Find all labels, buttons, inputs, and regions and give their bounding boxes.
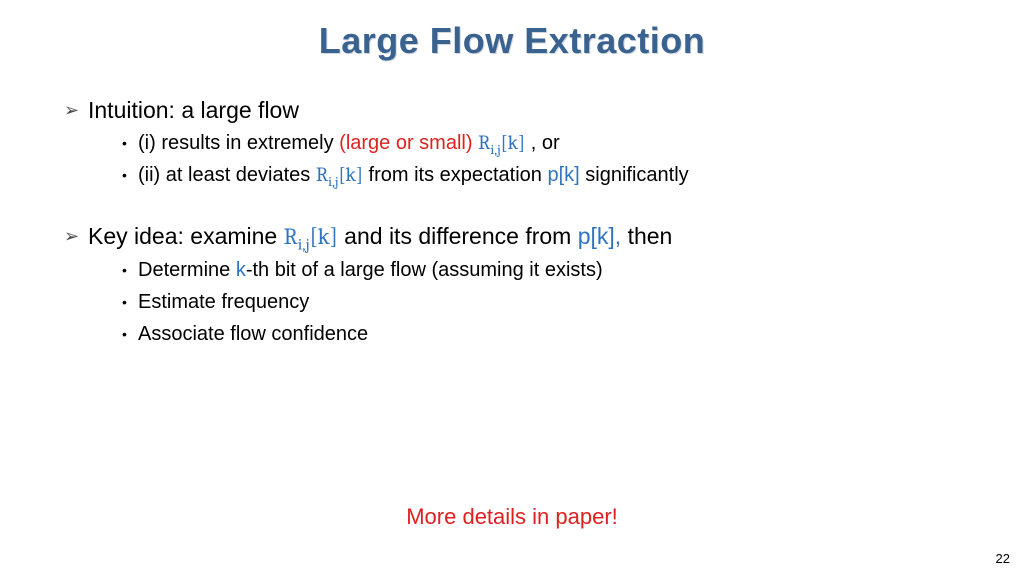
text-fragment: from its expectation bbox=[363, 164, 548, 186]
text-fragment: (i) results in extremely bbox=[138, 132, 339, 154]
math-symbol: R bbox=[478, 131, 490, 154]
text-fragment: and its difference from bbox=[338, 223, 578, 249]
bullet-intuition: ➢ Intuition: a large flow bbox=[64, 96, 960, 124]
math-bracket: [k] bbox=[501, 131, 526, 154]
bullet-dot-icon: • bbox=[122, 162, 138, 188]
text-fragment: (ii) at least deviates bbox=[138, 164, 316, 186]
sub-list-key-idea: • Determine k-th bit of a large flow (as… bbox=[122, 257, 960, 347]
footer-note-text: More details in paper! bbox=[406, 504, 618, 529]
text-emphasis-red: (large or small) bbox=[339, 132, 472, 154]
text-fragment: , or bbox=[525, 132, 559, 154]
math-subscript: i,j bbox=[328, 173, 338, 190]
sub-bullet-i: • (i) results in extremely (large or sma… bbox=[122, 130, 960, 156]
sub-bullet-associate: • Associate flow confidence bbox=[122, 321, 960, 347]
text-fragment: Key idea: examine bbox=[88, 223, 284, 249]
chevron-icon: ➢ bbox=[64, 96, 84, 124]
sub-text: Determine k-th bit of a large flow (assu… bbox=[138, 257, 603, 283]
slide-body: ➢ Intuition: a large flow • (i) results … bbox=[0, 62, 1024, 347]
sub-bullet-determine: • Determine k-th bit of a large flow (as… bbox=[122, 257, 960, 283]
slide-title: Large Flow Extraction bbox=[0, 0, 1024, 62]
chevron-icon: ➢ bbox=[64, 222, 84, 250]
math-symbol: R bbox=[316, 163, 328, 186]
sub-text: (i) results in extremely (large or small… bbox=[138, 130, 560, 156]
bullet-dot-icon: • bbox=[122, 257, 138, 283]
math-rij: Ri,j[k] bbox=[478, 131, 525, 154]
footer-note: More details in paper! bbox=[0, 504, 1024, 530]
bullet-dot-icon: • bbox=[122, 130, 138, 156]
math-subscript: i,j bbox=[298, 237, 310, 255]
sub-list-intuition: • (i) results in extremely (large or sma… bbox=[122, 130, 960, 188]
text-fragment: significantly bbox=[580, 164, 689, 186]
math-bracket: [k] bbox=[310, 223, 338, 250]
math-k: k bbox=[236, 259, 246, 281]
text-fragment: -th bit of a large flow (assuming it exi… bbox=[246, 259, 603, 281]
sub-bullet-estimate: • Estimate frequency bbox=[122, 289, 960, 315]
text-fragment: Determine bbox=[138, 259, 236, 281]
slide: { "colors": { "title": "#3a628f", "title… bbox=[0, 0, 1024, 576]
sub-text: Estimate frequency bbox=[138, 289, 309, 315]
bullet-dot-icon: • bbox=[122, 289, 138, 315]
math-bracket: [k] bbox=[338, 163, 363, 186]
text-fragment: then bbox=[621, 223, 672, 249]
page-number: 22 bbox=[996, 551, 1010, 566]
math-rij: Ri,j[k] bbox=[284, 223, 338, 250]
math-rij: Ri,j[k] bbox=[316, 163, 363, 186]
bullet-dot-icon: • bbox=[122, 321, 138, 347]
bullet-key-idea: ➢ Key idea: examine Ri,j[k] and its diff… bbox=[64, 222, 960, 251]
sub-text: Associate flow confidence bbox=[138, 321, 368, 347]
math-pk: p[k] bbox=[547, 164, 579, 186]
title-text: Large Flow Extraction bbox=[319, 20, 706, 61]
math-subscript: i,j bbox=[490, 141, 500, 158]
math-pk: p[k] bbox=[578, 223, 615, 249]
math-symbol: R bbox=[284, 223, 298, 250]
bullet-text: Key idea: examine Ri,j[k] and its differ… bbox=[88, 222, 672, 251]
sub-bullet-ii: • (ii) at least deviates Ri,j[k] from it… bbox=[122, 162, 960, 188]
sub-text: (ii) at least deviates Ri,j[k] from its … bbox=[138, 162, 689, 188]
bullet-text: Intuition: a large flow bbox=[88, 96, 299, 124]
